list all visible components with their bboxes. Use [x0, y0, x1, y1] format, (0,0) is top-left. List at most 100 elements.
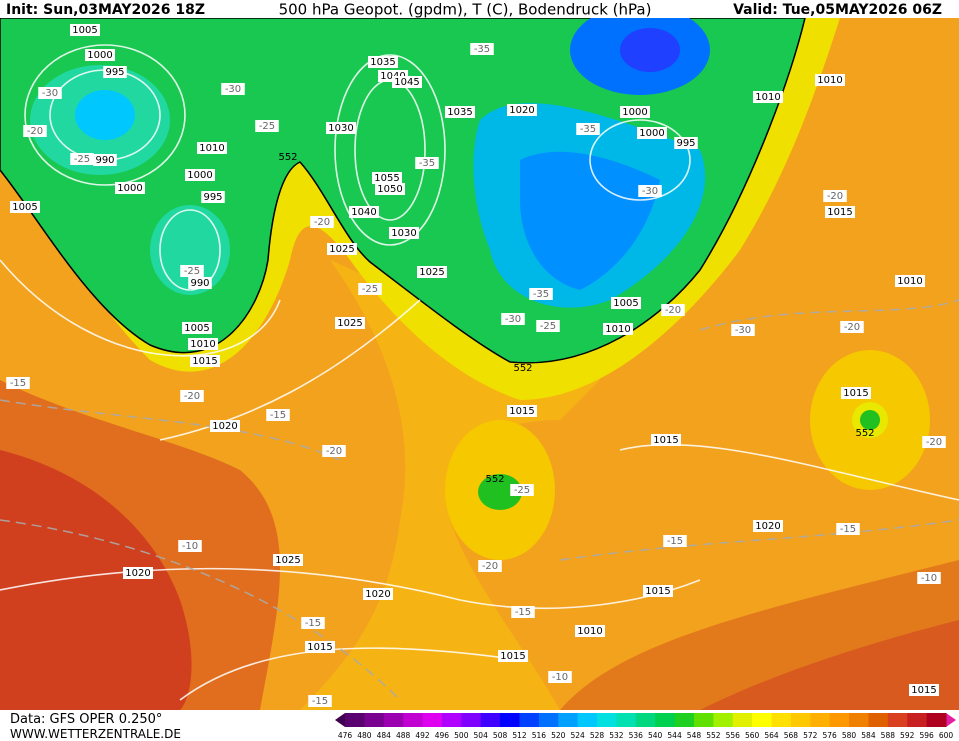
temperature-label: -15 — [270, 410, 286, 421]
pressure-label: 1000 — [639, 128, 664, 139]
scale-label: 540 — [648, 731, 663, 740]
pressure-label-box — [575, 625, 605, 637]
pressure-label-box — [651, 434, 681, 446]
temperature-label-box — [308, 695, 332, 707]
scale-cell — [713, 713, 734, 727]
scale-label: 532 — [609, 731, 624, 740]
scale-label: 588 — [881, 731, 896, 740]
isotherm — [699, 299, 959, 331]
isotherm — [559, 519, 959, 561]
pressure-label-box — [909, 684, 939, 696]
pressure-label: 1005 — [72, 25, 97, 36]
pressure-label-box — [210, 420, 240, 432]
pressure-label: 1005 — [613, 298, 638, 309]
temperature-label-box — [529, 288, 553, 300]
temperature-label: -30 — [642, 186, 658, 197]
pressure-label: 1015 — [653, 435, 678, 446]
scale-label: 544 — [667, 731, 682, 740]
scale-cell — [674, 713, 695, 727]
pressure-label: 1040 — [351, 207, 376, 218]
temperature-label-box — [266, 409, 290, 421]
pressure-label-box — [637, 127, 667, 139]
pressure-label-box — [753, 91, 783, 103]
pressure-label-box — [375, 183, 405, 195]
temperature-label-box — [576, 123, 600, 135]
pressure-label: 1020 — [755, 521, 780, 532]
pressure-label-box — [326, 122, 356, 134]
temperature-label-box — [836, 523, 860, 535]
scale-cell — [887, 713, 908, 727]
pressure-label-box — [372, 172, 402, 184]
isotherms — [0, 299, 959, 701]
scale-cell — [558, 713, 579, 727]
scale-cell — [345, 713, 365, 727]
isotherm — [0, 519, 401, 701]
height-label: 552 — [485, 474, 504, 485]
temperature-label: -15 — [10, 378, 26, 389]
scale-label: 576 — [823, 731, 838, 740]
pressure-label-box — [368, 56, 398, 68]
scale-arrow — [946, 713, 956, 727]
height-label: 552 — [278, 152, 297, 163]
pressure-label: 1020 — [365, 589, 390, 600]
temperature-label-box — [661, 304, 685, 316]
temperature-label: -35 — [419, 158, 435, 169]
pressure-label: 1015 — [307, 642, 332, 653]
scale-cell — [480, 713, 501, 727]
scale-cell — [810, 713, 831, 727]
pressure-label-box — [753, 520, 783, 532]
scale-label: 504 — [474, 731, 489, 740]
pressure-label: 1025 — [329, 244, 354, 255]
temperature-label-box — [180, 390, 204, 402]
color-scale: 476 480 484 488 492 496 500 504 508 512 516 520 524 5… — [335, 713, 956, 740]
temperature-label-box — [23, 125, 47, 137]
isobar — [589, 119, 691, 201]
scale-cell — [461, 713, 482, 727]
scale-cell — [500, 713, 520, 727]
pressure-label: 1005 — [184, 323, 209, 334]
warm-area — [0, 450, 192, 710]
temperature-label-box — [358, 283, 382, 295]
scale-label: 476 — [338, 731, 353, 740]
scale-label: 536 — [629, 731, 644, 740]
pressure-label: 995 — [105, 67, 124, 78]
isobar — [334, 54, 446, 246]
pressure-label: 1000 — [187, 170, 212, 181]
temperature-label: -30 — [505, 314, 521, 325]
scale-label: 556 — [726, 731, 741, 740]
pressure-label-box — [182, 322, 212, 334]
cold-air-mass — [150, 205, 230, 295]
temperature-label-box — [70, 153, 94, 165]
scale-cell — [655, 713, 676, 727]
pressure-label-box — [190, 355, 220, 367]
scale-cell — [790, 713, 811, 727]
pressure-label-box — [507, 405, 537, 417]
scale-label: 484 — [377, 731, 392, 740]
temperature-label: -25 — [362, 284, 378, 295]
temperature-label-box — [501, 313, 525, 325]
temperature-label-box — [38, 87, 62, 99]
pressure-label: 1035 — [447, 107, 472, 118]
scale-cell — [422, 713, 443, 727]
scale-label: 580 — [842, 731, 857, 740]
pressure-label-box — [389, 227, 419, 239]
pressure-label-box — [197, 142, 227, 154]
temperature-label-box — [638, 185, 662, 197]
website: WWW.WETTERZENTRALE.DE — [10, 727, 181, 741]
temperature-label: -20 — [184, 391, 200, 402]
pressure-label: 1030 — [328, 123, 353, 134]
scale-cell — [519, 713, 540, 727]
pressure-label: 1010 — [755, 92, 780, 103]
pressure-label-box — [825, 206, 855, 218]
pressure-label-box — [611, 297, 641, 309]
temperature-label-box — [415, 157, 439, 169]
scale-cell — [441, 713, 462, 727]
pressure-label: 1005 — [12, 202, 37, 213]
scale-label: 600 — [939, 731, 954, 740]
pressure-label-box — [417, 266, 447, 278]
temperature-label: -20 — [482, 561, 498, 572]
temperature-label-box — [731, 324, 755, 336]
temperature-label: -20 — [27, 126, 43, 137]
pressure-label-box — [305, 641, 335, 653]
